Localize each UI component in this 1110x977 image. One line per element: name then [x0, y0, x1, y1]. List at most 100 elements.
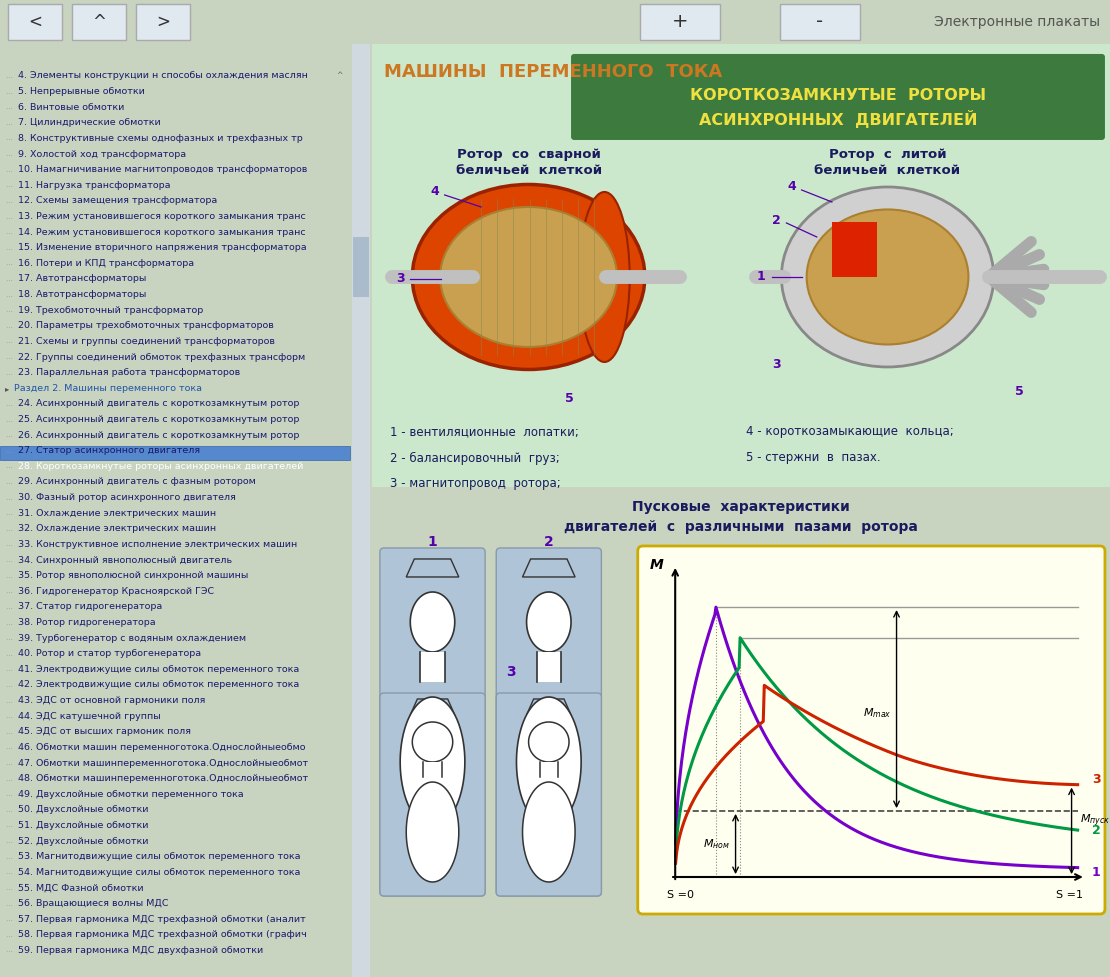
Text: 20. Параметры трехобмоточных трансформаторов: 20. Параметры трехобмоточных трансформат…: [18, 321, 274, 330]
FancyBboxPatch shape: [571, 54, 1104, 140]
Bar: [72, 4, 127, 40]
Text: -: -: [817, 13, 824, 31]
Text: …: …: [6, 807, 12, 813]
Text: 37. Статор гидрогенератора: 37. Статор гидрогенератора: [18, 603, 162, 612]
Text: 5: 5: [1015, 386, 1023, 399]
Text: 31. Охлаждение электрических машин: 31. Охлаждение электрических машин: [18, 509, 216, 518]
Text: 23. Параллельная работа трансформаторов: 23. Параллельная работа трансформаторов: [18, 368, 241, 377]
Text: …: …: [6, 729, 12, 735]
Text: <: <: [28, 13, 42, 31]
Text: …: …: [6, 198, 12, 204]
Text: …: …: [6, 791, 12, 797]
Bar: [780, 4, 860, 40]
Text: …: …: [6, 322, 12, 329]
Text: …: …: [6, 619, 12, 625]
Text: $M_{пуск}$: $M_{пуск}$: [1080, 813, 1110, 829]
Text: КОРОТКОЗАМКНУТЫЕ  РОТОРЫ: КОРОТКОЗАМКНУТЫЕ РОТОРЫ: [690, 89, 986, 104]
Text: 55. МДС Фазной обмотки: 55. МДС Фазной обмотки: [18, 883, 143, 892]
Text: 3 - магнитопровод  ротора;: 3 - магнитопровод ротора;: [390, 478, 561, 490]
Text: …: …: [6, 776, 12, 782]
Text: …: …: [6, 854, 12, 860]
Polygon shape: [536, 652, 561, 682]
Text: …: …: [6, 105, 12, 110]
Text: 42. Электродвижущие силы обмоток переменного тока: 42. Электродвижущие силы обмоток перемен…: [18, 680, 300, 690]
Text: …: …: [6, 760, 12, 766]
Text: 44. ЭДС катушечной группы: 44. ЭДС катушечной группы: [18, 711, 161, 721]
Text: …: …: [6, 541, 12, 547]
Text: …: …: [6, 214, 12, 220]
Text: …: …: [6, 510, 12, 516]
Text: 52. Двухслойные обмотки: 52. Двухслойные обмотки: [18, 836, 149, 846]
Text: 1: 1: [427, 535, 437, 549]
Text: +: +: [672, 13, 688, 31]
Text: …: …: [6, 901, 12, 907]
Text: Пусковые  характеристики: Пусковые характеристики: [632, 500, 850, 514]
Text: …: …: [6, 416, 12, 422]
Polygon shape: [401, 697, 465, 827]
Text: 19. Трехобмоточный трансформатор: 19. Трехобмоточный трансформатор: [18, 306, 203, 315]
Polygon shape: [528, 722, 569, 762]
Text: …: …: [6, 682, 12, 688]
Text: 1 - вентиляционные  лопатки;: 1 - вентиляционные лопатки;: [390, 425, 579, 439]
Text: …: …: [6, 666, 12, 672]
Text: 17. Автотрансформаторы: 17. Автотрансформаторы: [18, 275, 147, 283]
Text: 5. Непрерывные обмотки: 5. Непрерывные обмотки: [18, 87, 145, 96]
Text: …: …: [6, 463, 12, 469]
Text: >: >: [157, 13, 170, 31]
Text: 49. Двухслойные обмотки переменного тока: 49. Двухслойные обмотки переменного тока: [18, 789, 244, 799]
Text: 3: 3: [506, 665, 516, 679]
Text: 40. Ротор и статор турбогенератора: 40. Ротор и статор турбогенератора: [18, 650, 201, 658]
Text: …: …: [6, 151, 12, 157]
FancyBboxPatch shape: [380, 693, 485, 896]
Text: 2: 2: [544, 535, 554, 549]
Text: 22. Группы соединений обмоток трехфазных трансформ: 22. Группы соединений обмоток трехфазных…: [18, 353, 305, 361]
Bar: [640, 4, 720, 40]
Text: $M_{ном}$: $M_{ном}$: [704, 837, 730, 851]
Text: беличьей  клеткой: беличьей клеткой: [815, 164, 960, 178]
FancyBboxPatch shape: [380, 548, 485, 896]
Bar: [372, 44, 1110, 487]
Text: 16. Потери и КПД трансформатора: 16. Потери и КПД трансформатора: [18, 259, 194, 268]
Text: 59. Первая гармоника МДС двухфазной обмотки: 59. Первая гармоника МДС двухфазной обмо…: [18, 946, 263, 955]
Text: 33. Конструктивное исполнение электрических машин: 33. Конструктивное исполнение электричес…: [18, 540, 297, 549]
Text: Раздел 2. Машины переменного тока: Раздел 2. Машины переменного тока: [14, 384, 202, 393]
Text: S =1: S =1: [1056, 890, 1083, 900]
Text: 35. Ротор явнополюсной синхронной машины: 35. Ротор явнополюсной синхронной машины: [18, 572, 249, 580]
Text: 36. Гидрогенератор Красноярской ГЭС: 36. Гидрогенератор Красноярской ГЭС: [18, 587, 214, 596]
Polygon shape: [412, 722, 453, 762]
Text: Ротор  со  сварной: Ротор со сварной: [456, 149, 601, 161]
Text: …: …: [6, 120, 12, 126]
Text: …: …: [6, 354, 12, 361]
Bar: [8, 4, 62, 40]
Text: …: …: [6, 823, 12, 828]
Text: 14. Режим установившегося короткого замыкания транс: 14. Режим установившегося короткого замы…: [18, 228, 305, 236]
FancyBboxPatch shape: [831, 222, 877, 276]
Text: M: M: [650, 558, 664, 572]
Polygon shape: [423, 762, 442, 777]
FancyBboxPatch shape: [496, 693, 602, 896]
Polygon shape: [523, 782, 575, 882]
Text: 18. Автотрансформаторы: 18. Автотрансформаторы: [18, 290, 147, 299]
Polygon shape: [523, 559, 575, 577]
Text: …: …: [6, 635, 12, 641]
Text: …: …: [6, 838, 12, 844]
Text: 2: 2: [771, 215, 780, 228]
Text: 46. Обмотки машин переменноготока.Однослойныеобмо: 46. Обмотки машин переменноготока.Односл…: [18, 743, 305, 752]
Text: 13. Режим установившегося короткого замыкания транс: 13. Режим установившегося короткого замы…: [18, 212, 306, 221]
Text: …: …: [6, 932, 12, 938]
Text: …: …: [6, 744, 12, 750]
Text: 48. Обмотки машинпеременноготока.Однослойныеобмот: 48. Обмотки машинпеременноготока.Односло…: [18, 774, 309, 784]
Text: 11. Нагрузка трансформатора: 11. Нагрузка трансформатора: [18, 181, 171, 190]
Text: 57. Первая гармоника МДС трехфазной обмотки (аналит: 57. Первая гармоника МДС трехфазной обмо…: [18, 914, 306, 923]
Polygon shape: [411, 699, 455, 715]
Text: …: …: [6, 73, 12, 79]
Text: 5: 5: [565, 393, 574, 405]
Text: 47. Обмотки машинпеременноготока.Однослойныеобмот: 47. Обмотки машинпеременноготока.Односло…: [18, 758, 309, 768]
Ellipse shape: [781, 187, 993, 367]
Text: 1: 1: [1092, 867, 1100, 879]
Bar: [0, 446, 350, 460]
Text: …: …: [6, 479, 12, 485]
Text: 54. Магнитодвижущие силы обмоток переменного тока: 54. Магнитодвижущие силы обмоток перемен…: [18, 868, 301, 876]
Text: …: …: [6, 89, 12, 95]
Text: …: …: [6, 245, 12, 251]
